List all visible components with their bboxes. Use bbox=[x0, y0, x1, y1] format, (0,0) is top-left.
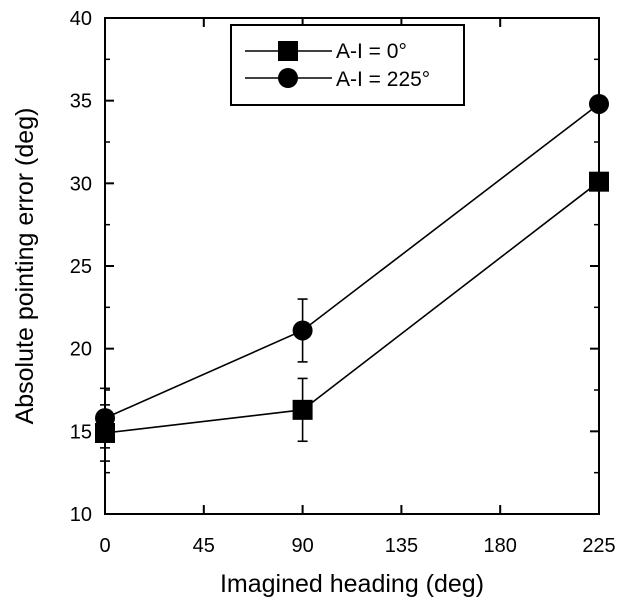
data-point-circle bbox=[95, 408, 115, 429]
x-tick-label: 90 bbox=[291, 535, 313, 557]
legend: A-I = 0° A-I = 225° bbox=[230, 24, 465, 106]
data-point-square bbox=[292, 399, 313, 420]
legend-box bbox=[230, 24, 465, 106]
legend-label-square: A-I = 0° bbox=[336, 40, 407, 63]
x-tick-label: 180 bbox=[484, 535, 517, 557]
y-tick-label: 30 bbox=[70, 173, 92, 195]
data-point-circle bbox=[589, 93, 609, 114]
x-tick-label: 225 bbox=[582, 535, 615, 557]
legend-circle-marker bbox=[278, 68, 298, 88]
x-tick-label: 45 bbox=[193, 535, 215, 557]
y-axis-label: Absolute pointing error (deg) bbox=[11, 108, 39, 425]
x-tick-label: 135 bbox=[385, 535, 418, 557]
y-tick-label: 15 bbox=[70, 421, 92, 443]
y-tick-label: 40 bbox=[70, 8, 92, 30]
x-axis-label: Imagined heading (deg) bbox=[220, 570, 484, 598]
x-tick-label: 0 bbox=[99, 535, 110, 557]
data-point-square bbox=[589, 171, 609, 192]
y-tick-label: 20 bbox=[70, 339, 92, 361]
series-line-square bbox=[104, 181, 600, 434]
legend-square-marker bbox=[278, 41, 298, 61]
y-tick-label: 25 bbox=[70, 256, 92, 278]
x-axis-ticks: 0 45 90 135 180 225 bbox=[99, 18, 616, 557]
y-tick-label: 10 bbox=[70, 504, 92, 526]
data-point-circle bbox=[292, 320, 313, 341]
legend-label-circle: A-I = 225° bbox=[336, 68, 430, 91]
y-tick-label: 35 bbox=[70, 91, 92, 113]
series-layer bbox=[95, 93, 609, 462]
